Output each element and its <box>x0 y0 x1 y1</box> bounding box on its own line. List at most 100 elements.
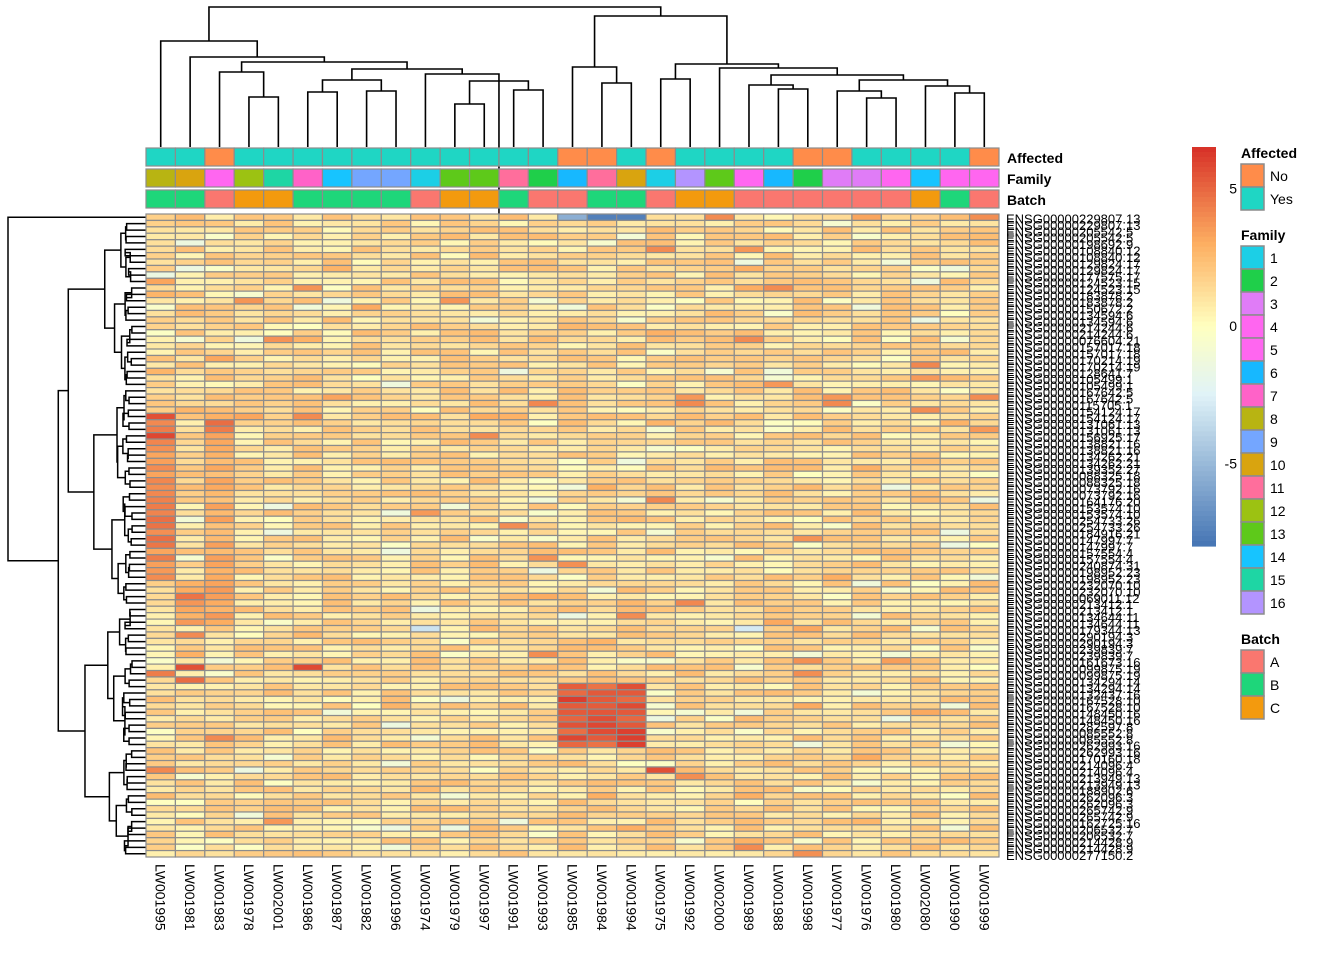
heatmap-cell <box>674 766 706 775</box>
heatmap-cell <box>498 785 529 794</box>
heatmap-cell <box>468 406 500 414</box>
heatmap-cell <box>968 534 1000 543</box>
heatmap-cell <box>674 541 706 549</box>
heatmap-cell <box>174 432 206 440</box>
heatmap-cell <box>968 322 1000 331</box>
heatmap-cell <box>968 419 1000 427</box>
heatmap-cell <box>968 695 1000 704</box>
heatmap-cell <box>263 579 294 588</box>
row-label: ENSG00000134294.14 <box>1006 674 1140 689</box>
heatmap-cell <box>910 522 941 530</box>
heatmap-cell <box>792 644 824 652</box>
heatmap-cell <box>174 804 206 813</box>
heatmap-cell <box>968 239 1000 247</box>
heatmap-cell <box>292 669 324 678</box>
heatmap-cell <box>968 393 1000 402</box>
heatmap-cell <box>321 599 353 607</box>
heatmap-cell <box>380 419 412 427</box>
heatmap-cell <box>674 702 706 710</box>
heatmap-cell <box>616 406 647 414</box>
legend-title-family: Family <box>1241 227 1286 243</box>
heatmap-cell <box>851 534 882 543</box>
heatmap-cell <box>557 387 588 395</box>
heatmap-cell <box>910 547 941 556</box>
heatmap-cell <box>233 303 265 312</box>
heatmap-cell <box>468 399 500 408</box>
heatmap-cell <box>527 522 559 530</box>
heatmap-cell <box>527 599 559 607</box>
heatmap-cell <box>233 740 265 749</box>
heatmap-cell <box>174 573 206 582</box>
heatmap-cell <box>763 522 794 530</box>
heatmap-cell <box>910 470 941 479</box>
legend-label: 3 <box>1270 296 1278 312</box>
heatmap-cell <box>792 605 824 614</box>
heatmap-cell <box>763 354 794 363</box>
heatmap-cell <box>468 669 500 678</box>
heatmap-cell <box>763 824 794 832</box>
heatmap-cell <box>263 637 294 646</box>
heatmap-cell <box>292 554 324 562</box>
heatmap-cell <box>351 489 382 498</box>
heatmap-cell <box>204 837 235 845</box>
heatmap-cell <box>763 329 794 337</box>
heatmap-cell <box>910 830 941 839</box>
heatmap-cell <box>292 277 324 286</box>
heatmap-cell <box>851 804 882 813</box>
heatmap-cell <box>468 277 500 286</box>
colorbar-segment <box>1192 496 1216 502</box>
heatmap-cell <box>468 380 500 389</box>
heatmap-cell <box>674 412 706 421</box>
heatmap-cell <box>174 785 206 794</box>
heatmap-cell <box>527 496 559 504</box>
heatmap-cell <box>733 727 765 736</box>
heatmap-cell <box>380 541 412 549</box>
heatmap-cell <box>380 554 412 562</box>
heatmap-cell <box>263 296 294 305</box>
heatmap-cell <box>880 419 912 427</box>
heatmap-cell <box>674 393 706 402</box>
heatmap-cell <box>321 753 353 762</box>
dendrogram-branch <box>127 795 146 804</box>
heatmap-cell <box>468 599 500 607</box>
heatmap-cell <box>616 322 647 331</box>
legend-swatch <box>1240 498 1265 523</box>
heatmap-cell <box>174 451 206 459</box>
heatmap-cell <box>704 271 735 279</box>
heatmap-cell <box>233 682 265 691</box>
heatmap-cell <box>204 766 235 775</box>
heatmap-cell <box>674 457 706 466</box>
heatmap-cell <box>321 837 353 845</box>
heatmap-cell <box>174 631 206 639</box>
heatmap-cell <box>145 251 177 260</box>
heatmap-cell <box>645 419 677 427</box>
heatmap-cell <box>498 348 529 357</box>
heatmap-cell <box>410 644 441 652</box>
heatmap-cell <box>498 849 529 858</box>
column-label: LW001985 <box>565 864 581 931</box>
heatmap-cell <box>498 573 529 582</box>
heatmap-cell <box>380 502 412 511</box>
heatmap-cell <box>380 599 412 607</box>
heatmap-cell <box>821 792 853 800</box>
heatmap-cell <box>939 811 971 820</box>
heatmap-cell <box>586 734 618 742</box>
heatmap-cell <box>439 380 471 389</box>
heatmap-cell <box>939 734 971 742</box>
heatmap-cell <box>380 817 412 826</box>
heatmap-cell <box>292 541 324 549</box>
heatmap-cell <box>380 509 412 517</box>
column-label: LW001981 <box>182 864 198 931</box>
heatmap-cell <box>557 624 588 633</box>
heatmap-cell <box>263 380 294 389</box>
heatmap-cell <box>527 663 559 672</box>
heatmap-cell <box>263 264 294 273</box>
heatmap-cell <box>616 534 647 543</box>
heatmap-cell <box>821 251 853 260</box>
heatmap-cell <box>763 708 794 717</box>
heatmap-cell <box>704 380 735 389</box>
row-label: ENSG00000188902.6 <box>1006 784 1133 799</box>
heatmap-cell <box>821 843 853 852</box>
heatmap-cell <box>174 624 206 633</box>
heatmap-cell <box>204 309 235 318</box>
